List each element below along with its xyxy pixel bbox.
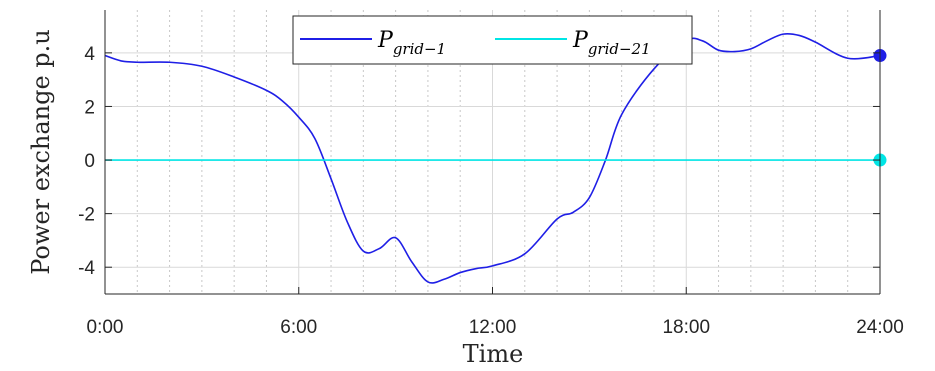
x-tick-label: 6:00 [280,317,317,338]
legend-label-grid-1: Pgrid−1 [377,28,446,58]
x-tick-label: 24:00 [856,317,904,338]
tick-label-layer: 0:00 6:00 12:00 18:00 24:00 -4 -2 0 2 4 [78,44,904,338]
y-tick-label: 0 [84,151,95,172]
legend-label-grid-21: Pgrid−21 [572,28,651,58]
x-tick-label: 18:00 [662,317,710,338]
x-tick-label: 0:00 [87,317,124,338]
y-tick-label: 4 [84,44,95,65]
x-axis-title: Time [463,340,524,368]
series-line-0 [104,32,881,284]
axes-layer [104,10,881,295]
y-tick-label: -4 [78,258,95,279]
legend: Pgrid−1 Pgrid−21 [292,15,693,65]
y-axis-title: Power exchange p.u [27,29,55,275]
x-tick-label: 12:00 [469,317,517,338]
y-tick-label: 2 [84,97,95,118]
series-layer [104,32,887,284]
y-tick-label: -2 [78,205,95,226]
